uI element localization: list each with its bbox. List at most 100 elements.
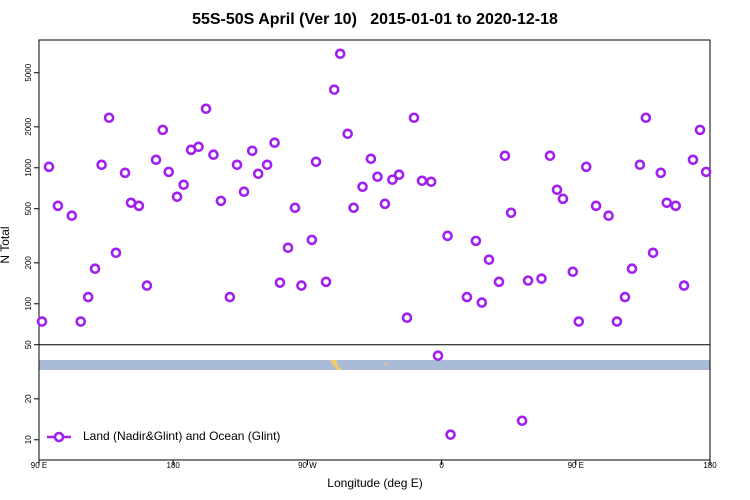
point <box>274 277 286 288</box>
point <box>157 124 169 136</box>
y-tick-label: 20 <box>24 394 33 403</box>
point <box>522 275 534 286</box>
point <box>590 200 602 212</box>
point <box>425 176 437 188</box>
point <box>387 174 398 186</box>
point <box>611 316 623 327</box>
point <box>89 263 101 275</box>
point <box>445 429 456 440</box>
point <box>432 350 444 362</box>
y-tick-label: 200 <box>24 256 33 270</box>
point <box>516 415 528 427</box>
land-mask-strip <box>39 360 710 370</box>
point <box>163 166 175 178</box>
legend-marker <box>53 431 65 443</box>
point <box>670 200 682 212</box>
y-tick-label: 2000 <box>24 117 33 135</box>
point <box>96 159 107 171</box>
point <box>619 291 631 303</box>
point <box>43 161 55 173</box>
legend-label: Land (Nadir&Glint) and Ocean (Glint) <box>83 429 280 443</box>
x-tick-label: 90 E <box>31 461 47 470</box>
point <box>320 276 332 288</box>
point <box>231 159 243 171</box>
point <box>567 266 579 278</box>
point <box>483 254 495 265</box>
point <box>442 230 453 242</box>
point <box>408 112 420 124</box>
point <box>171 191 183 203</box>
point <box>282 242 294 254</box>
y-tick-label: 100 <box>24 297 33 311</box>
land-mask-land <box>330 360 387 370</box>
point <box>193 141 204 153</box>
x-tick-label: 180 <box>167 461 181 470</box>
point <box>700 166 712 178</box>
point <box>261 159 273 171</box>
point <box>178 179 189 191</box>
point <box>626 263 638 275</box>
point <box>661 197 673 209</box>
point <box>401 312 413 323</box>
y-axis-label: N Total <box>0 226 12 263</box>
point <box>141 280 153 291</box>
point <box>342 128 353 140</box>
point <box>150 154 162 166</box>
point <box>536 273 547 284</box>
point <box>573 316 585 327</box>
point <box>238 186 250 197</box>
point <box>678 280 690 291</box>
y-tick-label: 10 <box>24 435 33 444</box>
point <box>103 112 115 124</box>
point <box>246 145 258 157</box>
point <box>694 124 706 136</box>
x-tick-label: 0 <box>439 461 444 470</box>
point <box>348 202 359 214</box>
point <box>655 167 667 179</box>
point <box>328 84 340 95</box>
point <box>296 280 307 291</box>
point <box>393 169 405 181</box>
point <box>640 112 652 124</box>
plot-frame <box>38 39 711 461</box>
point <box>603 210 614 222</box>
point <box>82 291 94 303</box>
point <box>36 316 48 327</box>
point <box>334 48 346 60</box>
point <box>224 291 236 303</box>
point <box>634 159 646 171</box>
x-axis-label: Longitude (deg E) <box>327 476 422 490</box>
point <box>499 150 511 162</box>
x-tick-label: 90 E <box>568 461 584 470</box>
y-tick-label: 500 <box>24 201 33 215</box>
point <box>200 103 212 115</box>
x-tick-label: 90 W <box>298 461 317 470</box>
point <box>66 210 78 222</box>
point <box>470 235 482 247</box>
point <box>310 156 322 168</box>
y-tick-label: 1000 <box>24 158 33 176</box>
point <box>52 200 64 212</box>
point <box>647 247 659 259</box>
point <box>580 161 592 173</box>
point <box>493 276 505 288</box>
point <box>544 150 556 162</box>
point <box>119 167 131 179</box>
point <box>461 291 473 303</box>
x-tick-label: 180 <box>703 461 717 470</box>
point <box>357 181 368 193</box>
point <box>208 149 219 161</box>
point <box>289 202 301 214</box>
point <box>75 316 87 327</box>
y-tick-label: 5000 <box>24 63 33 81</box>
point <box>365 153 377 165</box>
point <box>416 175 428 187</box>
point <box>252 168 264 180</box>
point <box>476 297 488 308</box>
chart-title: 55S-50S April (Ver 10) 2015-01-01 to 202… <box>192 11 558 28</box>
point <box>505 207 517 219</box>
point <box>557 193 569 205</box>
point <box>110 247 122 259</box>
point <box>379 198 391 210</box>
point <box>372 171 383 183</box>
